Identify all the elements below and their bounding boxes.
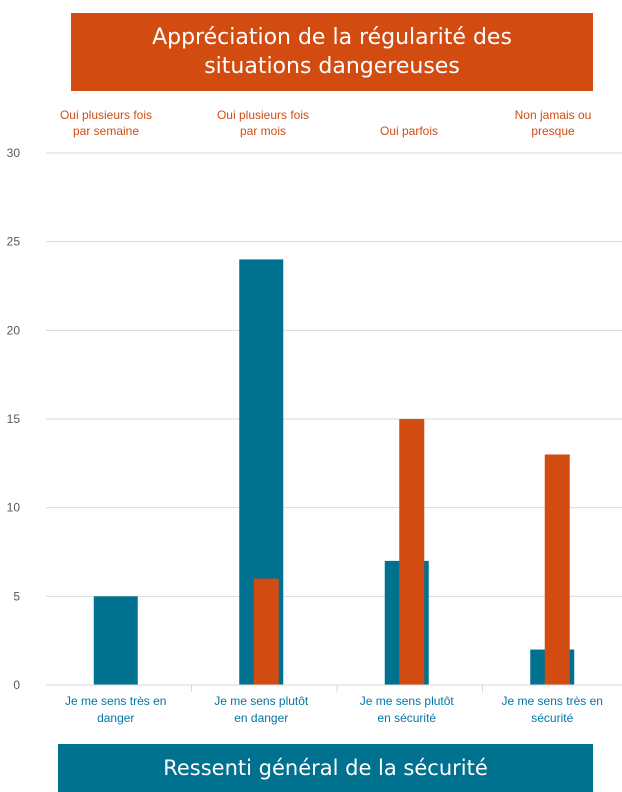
category-label: en sécurité <box>377 711 436 725</box>
category-label: Je me sens plutôt <box>360 694 455 708</box>
category-label: sécurité <box>531 711 573 725</box>
bar-orange <box>544 454 570 685</box>
legend-label: par mois <box>240 124 286 138</box>
legend-label: presque <box>531 124 575 138</box>
y-tick-label: 25 <box>7 235 21 249</box>
category-label: en danger <box>234 711 288 725</box>
legend-label: par semaine <box>73 124 139 138</box>
legend-title-banner: Appréciation de la régularité des situat… <box>71 13 593 91</box>
y-tick-label: 0 <box>13 678 20 692</box>
gridlines <box>46 152 622 597</box>
y-tick-label: 30 <box>7 146 21 160</box>
legend-labels: Oui plusieurs fois par semaine Oui plusieu… <box>60 108 591 138</box>
y-tick-label: 20 <box>7 323 21 337</box>
bar-orange <box>253 578 279 685</box>
legend-label: Oui plusieurs fois <box>60 108 152 122</box>
category-axis <box>46 684 622 692</box>
bars <box>93 259 575 685</box>
bar-orange <box>399 419 425 685</box>
category-label: Je me sens très en <box>502 694 603 708</box>
legend-label: Oui parfois <box>380 124 438 138</box>
legend-label: Non jamais ou <box>515 108 592 122</box>
y-axis-ticks: 0 5 10 15 20 25 30 <box>7 146 21 692</box>
y-tick-label: 10 <box>7 501 21 515</box>
category-labels: Je me sens très en danger Je me sens plutô… <box>65 694 603 725</box>
category-label: Je me sens plutôt <box>214 694 309 708</box>
x-axis-title: Ressenti général de la sécurité <box>163 756 488 780</box>
legend-title: Appréciation de la régularité des situat… <box>152 25 512 79</box>
legend-label: Oui plusieurs fois <box>217 108 309 122</box>
bar-teal <box>93 596 138 685</box>
category-label: Je me sens très en <box>65 694 166 708</box>
x-axis-title-banner: Ressenti général de la sécurité <box>58 744 593 792</box>
y-tick-label: 5 <box>13 589 20 603</box>
category-label: danger <box>97 711 134 725</box>
y-tick-label: 15 <box>7 412 21 426</box>
